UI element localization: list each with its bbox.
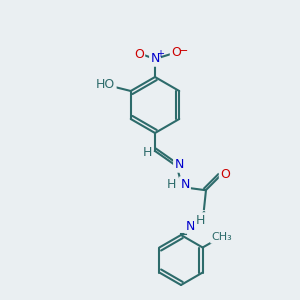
Text: N: N — [185, 220, 195, 232]
Text: H: H — [166, 178, 176, 191]
Text: H: H — [142, 146, 152, 160]
Text: N: N — [150, 52, 160, 65]
Text: O: O — [134, 47, 144, 61]
Text: O: O — [171, 46, 181, 59]
Text: +: + — [156, 49, 164, 59]
Text: N: N — [174, 158, 184, 172]
Text: HO: HO — [96, 79, 116, 92]
Text: O: O — [220, 167, 230, 181]
Text: −: − — [179, 46, 189, 56]
Text: H: H — [195, 214, 205, 226]
Text: CH₃: CH₃ — [211, 232, 232, 242]
Text: N: N — [180, 178, 190, 190]
